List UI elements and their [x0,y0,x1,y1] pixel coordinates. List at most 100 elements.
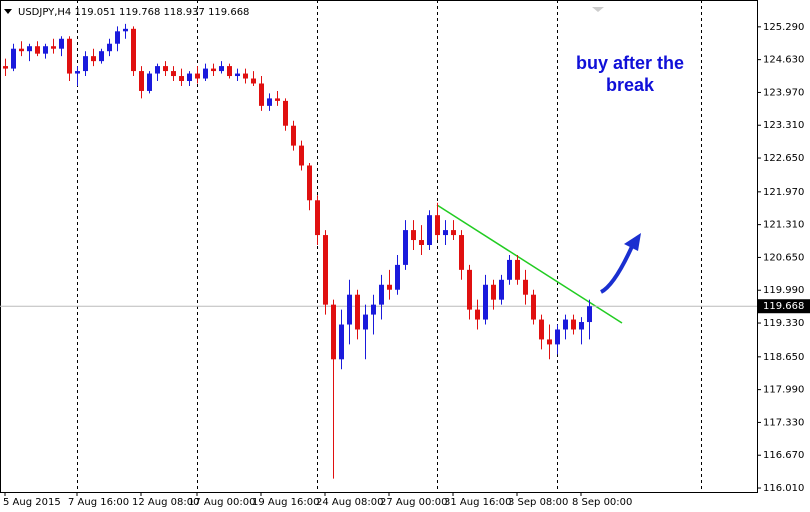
candle-body [75,71,80,74]
y-tick-label: 116.670 [763,450,804,461]
candle-body [451,230,456,236]
candle-body [395,264,400,290]
chart-header: USDJPY,H4 119.051 119.768 118.937 119.66… [18,7,249,18]
x-tick-label: 27 Aug 00:00 [380,497,447,508]
candle-body [35,46,40,54]
candle-body [459,235,464,270]
candle-body [507,259,512,280]
candle-body [259,83,264,106]
candle-body [83,56,88,72]
candle-body [587,306,592,323]
candle-body [139,71,144,91]
candle-body [147,73,152,91]
candle-body [11,48,16,69]
candle-body [19,48,24,52]
candle-body [211,68,216,72]
candle-body [315,200,320,236]
candle-body [523,279,528,295]
x-tick-label: 5 Aug 2015 [3,497,61,508]
y-tick-label: 118.650 [763,352,804,363]
candle-body [443,230,448,236]
candle-body [411,230,416,241]
candle-body [483,284,488,320]
candle-body [115,31,120,44]
candle-body [91,56,96,62]
candle-body [251,78,256,84]
candle-body [435,215,440,236]
current-price-label: 119.668 [763,301,804,312]
candle-body [387,284,392,290]
candle-body [419,240,424,246]
candle-body [275,98,280,101]
x-tick-label: 17 Aug 00:00 [188,497,255,508]
candle-body [531,294,536,320]
candle-body [243,73,248,79]
arrow-shaft [599,241,636,294]
candle-body [155,66,160,74]
menu-triangle [4,9,12,14]
candle-body [323,235,328,305]
x-tick-label: 7 Aug 16:00 [68,497,129,508]
candle-body [43,46,48,54]
candle-body [107,43,112,52]
candle-body [219,66,224,72]
y-tick-label: 116.010 [763,483,804,494]
y-tick-label: 117.330 [763,417,804,428]
candle-body [27,46,32,52]
candle-body [291,125,296,146]
candle-body [187,73,192,82]
candle-body [299,145,304,166]
trend-line [436,204,623,324]
candle-body [579,322,584,330]
candle-body [59,38,64,49]
y-tick-label: 123.310 [763,120,804,131]
candle-body [131,28,136,72]
y-tick-label: 122.650 [763,153,804,164]
candle-body [171,71,176,77]
candle-body [67,38,72,74]
x-tick-label: 19 Aug 16:00 [252,497,319,508]
candle-body [331,304,336,360]
x-tick-label: 31 Aug 16:00 [444,497,511,508]
candle-body [99,51,104,62]
y-tick-label: 121.970 [763,187,804,198]
y-tick-label: 117.990 [763,385,804,396]
candle-body [491,284,496,300]
candle-body [547,339,552,345]
candle-body [51,46,56,49]
annotation-line: buy after the [576,53,684,73]
candle-body [467,269,472,310]
candle-body [3,66,8,69]
x-tick-label: 12 Aug 08:00 [132,497,199,508]
annotation-line: break [606,75,655,95]
x-tick-label: 24 Aug 08:00 [316,497,383,508]
candle-body [363,314,368,330]
candle-body [539,319,544,340]
candle-body [347,294,352,325]
candle-body [339,324,344,360]
period-separators [77,0,702,492]
y-tick-label: 125.290 [763,22,804,33]
plot-frame [0,0,758,493]
candle-body [203,68,208,79]
candle-body [403,230,408,265]
candle-body [307,165,312,201]
candle-body [515,259,520,280]
candle-body [123,28,128,32]
y-tick-label: 124.630 [763,55,804,66]
candle-body [163,66,168,72]
candle-body [571,319,576,330]
candle-body [379,284,384,305]
candle-body [227,66,232,77]
candle-body [475,309,480,320]
current-price-box [758,299,810,314]
y-tick-label: 123.970 [763,87,804,98]
candle-body [235,73,240,77]
candle-body [371,304,376,315]
candle-body [427,215,432,246]
y-tick-label: 121.310 [763,220,804,231]
candle-body [283,100,288,126]
candle-body [499,279,504,300]
x-tick-label: 8 Sep 00:00 [572,497,632,508]
